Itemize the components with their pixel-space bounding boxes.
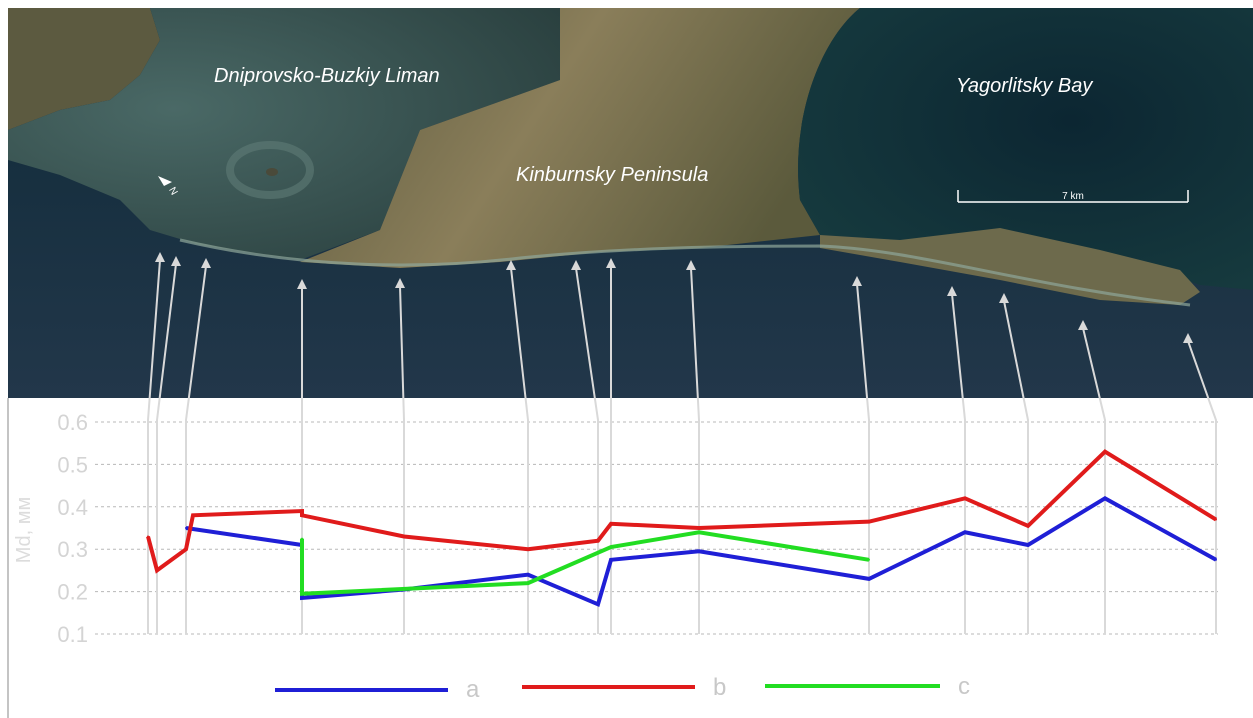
point-a-6 (610, 558, 612, 561)
point-b-2 (185, 548, 187, 551)
sample-arrows (147, 252, 1217, 634)
label-liman: Dniprovsko-Buzkiy Liman (214, 65, 440, 87)
station-arrow-head-8 (686, 260, 696, 270)
station-arrow-head-5 (506, 260, 516, 270)
station-line-9 (856, 283, 870, 634)
station-arrow-head-12 (1078, 320, 1088, 330)
point-c-0 (301, 537, 303, 540)
y-tick-label-0: 0.1 (57, 622, 88, 647)
point-a-4 (527, 573, 529, 576)
point-b-3 (192, 514, 194, 517)
legend-label-b: b (713, 674, 726, 701)
north-arrow-icon: N (158, 176, 179, 197)
point-a-10 (1027, 543, 1029, 546)
station-line-11 (1003, 300, 1029, 634)
point-a-8 (868, 577, 870, 580)
point-b-8 (597, 539, 599, 542)
station-arrow-head-6 (571, 260, 581, 270)
satellite-image (8, 8, 1253, 398)
chart-grid (95, 421, 1218, 635)
station-arrow-head-11 (999, 293, 1009, 303)
station-line-6 (575, 267, 599, 634)
station-arrow-head-7 (606, 258, 616, 268)
point-b-10 (698, 527, 700, 529)
legend-label-a: a (466, 676, 480, 703)
point-a-11 (1104, 497, 1106, 500)
station-arrow-head-0 (155, 252, 165, 262)
point-a-2 (301, 596, 303, 599)
y-tick-label-3: 0.4 (57, 495, 88, 520)
y-tick-label-2: 0.3 (57, 537, 88, 562)
y-tick-label-4: 0.5 (57, 452, 88, 477)
station-line-10 (951, 293, 966, 634)
point-c-2 (527, 582, 529, 585)
point-a-7 (698, 550, 700, 553)
scale-bar-label: 7 km (1062, 191, 1084, 202)
station-arrow-head-1 (171, 256, 181, 266)
series-group (146, 449, 1218, 608)
point-b-0 (147, 535, 149, 538)
station-line-8 (690, 267, 700, 634)
point-b-1 (156, 569, 158, 572)
point-a-12 (1215, 558, 1217, 561)
point-c-4 (698, 531, 700, 534)
label-bay: Yagorlitsky Bay (956, 75, 1093, 97)
station-arrow-head-2 (201, 258, 211, 268)
station-line-2 (185, 265, 207, 634)
station-arrow-head-13 (1183, 333, 1193, 343)
point-b-12 (964, 497, 966, 500)
point-a-0 (185, 527, 187, 529)
legend: a b c (275, 673, 970, 703)
point-b-6 (403, 535, 405, 538)
label-peninsula: Kinburnsky Peninsula (516, 164, 708, 186)
y-axis-ticks: 0.1 0.2 0.3 0.4 0.5 0.6 (57, 410, 88, 647)
point-b-15 (1215, 518, 1217, 521)
station-line-13 (1187, 340, 1217, 634)
y-tick-label-5: 0.6 (57, 410, 88, 435)
north-label: N (166, 186, 179, 198)
legend-label-c: c (958, 673, 970, 700)
point-c-5 (868, 558, 870, 561)
point-c-1 (301, 592, 303, 595)
y-axis-title: Md, мм (13, 497, 35, 563)
station-arrow-head-3 (297, 279, 307, 289)
station-arrow-head-10 (947, 286, 957, 296)
station-line-5 (510, 267, 529, 634)
point-b-5 (301, 514, 303, 517)
point-b-4 (301, 510, 303, 513)
point-b-7 (527, 548, 529, 551)
point-b-13 (1027, 524, 1029, 527)
station-line-0 (147, 259, 161, 634)
series-line-b (146, 449, 1218, 574)
point-b-14 (1104, 450, 1106, 453)
station-line-4 (399, 285, 405, 634)
y-tick-label-1: 0.2 (57, 580, 88, 605)
station-line-12 (1082, 327, 1106, 634)
point-b-9 (610, 522, 612, 525)
point-a-5 (597, 603, 599, 606)
scale-bar: 7 km (957, 190, 1189, 203)
point-c-3 (610, 546, 612, 549)
station-arrow-head-9 (852, 276, 862, 286)
station-arrow-head-4 (395, 278, 405, 288)
point-a-9 (964, 531, 966, 534)
point-b-11 (868, 520, 870, 523)
series-line-c (300, 530, 870, 596)
